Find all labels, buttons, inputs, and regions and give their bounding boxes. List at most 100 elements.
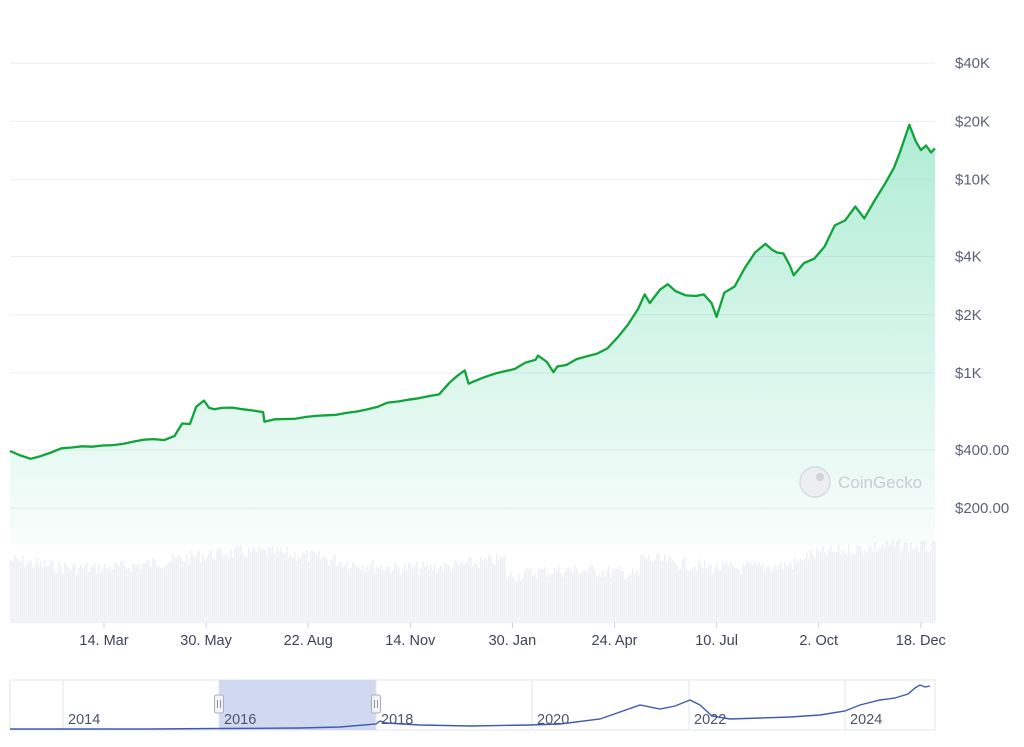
volume-bar [814,558,816,621]
volume-bar [308,561,310,621]
volume-bar [46,566,48,621]
volume-bar [44,560,46,621]
volume-bar [56,572,58,621]
volume-bar [826,555,828,621]
volume-bar [608,565,610,621]
volume-bar [62,573,64,621]
navigator-left-handle[interactable] [214,694,224,714]
volume-bar [602,570,604,621]
volume-bar [32,567,34,621]
volume-bar [748,562,750,621]
volume-bar [482,560,484,621]
volume-bar [316,554,318,621]
volume-bar [712,573,714,621]
volume-bar [886,540,888,621]
volume-bar [334,554,336,621]
volume-bar [240,545,242,621]
volume-bar [500,556,502,621]
volume-bar [128,568,130,621]
volume-bar [400,574,402,621]
volume-bar [202,554,204,621]
volume-bar [454,559,456,621]
volume-bar [536,578,538,621]
volume-bar [488,554,490,621]
volume-bar [364,571,366,621]
volume-bar [356,566,358,621]
volume-bar [504,554,506,621]
volume-bar [674,561,676,621]
volume-bar [74,562,76,621]
volume-bar [346,561,348,621]
volume-bar [282,553,284,621]
volume-bar [208,554,210,621]
volume-bar [358,567,360,621]
volume-bar [910,542,912,621]
volume-bar [530,567,532,621]
volume-bar [770,571,772,621]
volume-bar [412,568,414,621]
range-navigator[interactable]: 2014 2016 2018 2020 2022 2024 [9,679,936,731]
volume-bar [168,562,170,621]
volume-bar [424,566,426,621]
volume-bar [434,564,436,621]
volume-bar [374,572,376,621]
volume-bar [266,556,268,621]
volume-bar [668,556,670,621]
navigator-selection[interactable] [219,680,376,730]
navigator-right-handle[interactable] [371,694,381,714]
volume-bar [178,554,180,621]
volume-bar [704,560,706,621]
volume-bar [94,562,96,621]
volume-bar [588,568,590,621]
volume-bar [26,563,28,621]
volume-bar [124,565,126,621]
volume-bar [856,544,858,621]
volume-bar [532,575,534,621]
volume-bar [418,574,420,621]
volume-bar [130,572,132,621]
volume-bar [402,570,404,621]
volume-bar [678,569,680,621]
volume-bar [520,580,522,621]
volume-bar [42,567,44,621]
volume-bar [248,547,250,621]
volume-bar [750,562,752,621]
volume-bar [408,563,410,621]
volume-bar [920,541,922,621]
y-tick-label: $200.00 [955,500,1009,517]
volume-bar [816,548,818,621]
volume-bar [734,567,736,621]
navigator-frame [9,679,936,731]
volume-bar [64,562,66,621]
volume-bar [344,564,346,621]
volume-bar [570,570,572,621]
volume-bar [672,559,674,621]
volume-bar [468,557,470,621]
volume-bar [192,554,194,621]
volume-bar [904,542,906,621]
y-tick-label: $4K [955,249,982,266]
volume-bar [390,572,392,621]
volume-bar [322,557,324,621]
volume-bar [126,568,128,621]
volume-bar [584,570,586,621]
volume-bar [388,566,390,621]
volume-bar [394,561,396,621]
volume-bar [440,565,442,621]
volume-bar [644,558,646,621]
volume-bar [506,579,508,621]
volume-bar [260,550,262,621]
volume-bar [66,565,68,621]
volume-bar [622,570,624,621]
volume-bar [540,569,542,621]
volume-bar [926,550,928,621]
volume-bar [632,568,634,621]
price-series-line [9,123,936,460]
volume-bar [150,566,152,621]
volume-bar [614,568,616,621]
volume-bar [480,556,482,621]
volume-bar [200,562,202,621]
x-tick-label: 24. Apr [592,633,638,649]
volume-bar [870,545,872,621]
volume-bar [222,556,224,621]
